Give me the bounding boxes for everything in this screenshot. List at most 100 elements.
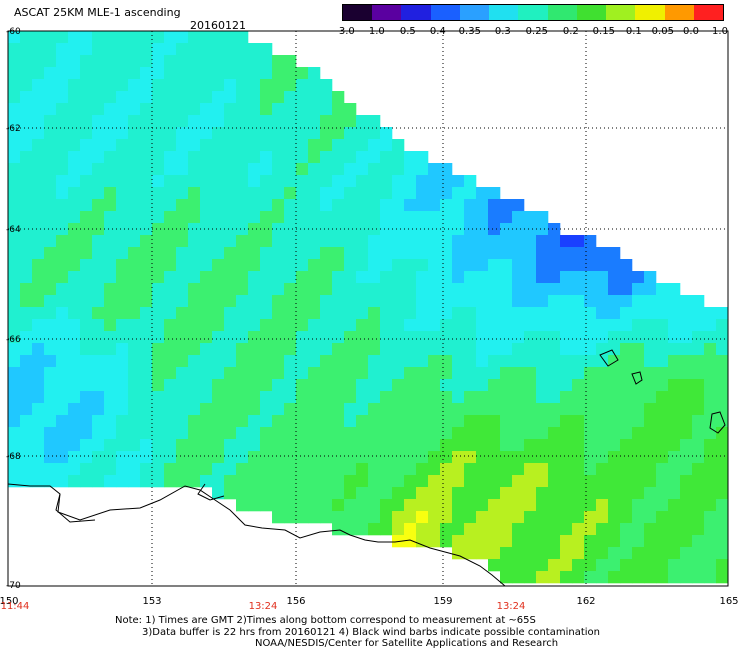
data-cell — [176, 187, 189, 200]
data-cell — [176, 379, 189, 392]
data-cell — [32, 271, 45, 284]
data-cell — [560, 391, 573, 404]
data-cell — [284, 259, 297, 272]
data-cell — [596, 499, 609, 512]
data-cell — [176, 439, 189, 452]
data-cell — [416, 379, 429, 392]
data-cell — [20, 403, 33, 416]
lat-label-60: -60 — [6, 27, 21, 37]
data-cell — [680, 415, 693, 428]
data-cell — [128, 295, 141, 308]
data-cell — [188, 115, 201, 128]
data-cell — [200, 259, 213, 272]
data-cell — [344, 499, 357, 512]
data-cell — [704, 331, 717, 344]
data-cell — [680, 523, 693, 536]
data-cell — [476, 319, 489, 332]
data-cell — [80, 295, 93, 308]
data-cell — [704, 451, 717, 464]
data-cell — [236, 259, 249, 272]
data-cell — [260, 43, 273, 56]
data-cell — [440, 523, 453, 536]
data-cell — [428, 439, 441, 452]
data-cell — [692, 559, 705, 572]
data-cell — [80, 127, 93, 140]
data-cell — [116, 403, 129, 416]
data-cell — [296, 103, 309, 116]
data-cell — [92, 67, 105, 80]
data-cell — [392, 151, 405, 164]
data-cell — [596, 319, 609, 332]
data-cell — [236, 211, 249, 224]
data-cell — [440, 283, 453, 296]
data-cell — [44, 199, 57, 212]
data-cell — [92, 451, 105, 464]
data-cell — [308, 295, 321, 308]
data-cell — [440, 367, 453, 380]
data-cell — [152, 283, 165, 296]
data-cell — [536, 463, 549, 476]
data-cell — [248, 67, 261, 80]
data-cell — [32, 415, 45, 428]
data-cell — [488, 187, 501, 200]
data-cell — [200, 343, 213, 356]
data-cell — [284, 403, 297, 416]
data-cell — [44, 439, 57, 452]
data-cell — [104, 391, 117, 404]
data-cell — [368, 235, 381, 248]
data-cell — [272, 235, 285, 248]
data-cell — [620, 463, 633, 476]
data-cell — [92, 403, 105, 416]
data-cell — [644, 307, 657, 320]
data-cell — [620, 271, 633, 284]
data-cell — [212, 127, 225, 140]
data-cell — [200, 379, 213, 392]
data-cell — [608, 367, 621, 380]
data-cell — [704, 475, 717, 488]
data-cell — [8, 103, 21, 116]
data-cell — [692, 403, 705, 416]
data-cell — [404, 427, 417, 440]
data-cell — [464, 451, 477, 464]
data-cell — [296, 343, 309, 356]
data-cell — [212, 115, 225, 128]
data-cell — [236, 175, 249, 188]
data-cell — [344, 331, 357, 344]
data-cell — [452, 247, 465, 260]
data-cell — [392, 175, 405, 188]
data-cell — [488, 403, 501, 416]
data-cell — [92, 235, 105, 248]
data-cell — [548, 427, 561, 440]
data-cell — [368, 367, 381, 380]
data-cell — [296, 487, 309, 500]
data-cell — [200, 331, 213, 344]
data-cell — [524, 259, 537, 272]
data-cell — [524, 403, 537, 416]
data-cell — [164, 67, 177, 80]
data-cell — [212, 355, 225, 368]
data-cell — [68, 43, 81, 56]
data-cell — [56, 343, 69, 356]
data-cell — [92, 415, 105, 428]
data-cell — [260, 103, 273, 116]
data-cell — [356, 427, 369, 440]
data-cell — [236, 475, 249, 488]
data-cell — [140, 151, 153, 164]
data-cell — [104, 31, 117, 44]
data-cell — [380, 319, 393, 332]
data-cell — [104, 463, 117, 476]
data-cell — [608, 559, 621, 572]
coastline-segment — [631, 371, 643, 385]
data-cell — [356, 283, 369, 296]
data-cell — [536, 319, 549, 332]
data-cell — [176, 403, 189, 416]
data-cell — [392, 439, 405, 452]
data-cell — [20, 475, 33, 488]
data-field — [8, 31, 729, 584]
data-cell — [704, 511, 717, 524]
data-cell — [368, 115, 381, 128]
data-cell — [428, 175, 441, 188]
data-cell — [80, 463, 93, 476]
data-cell — [116, 163, 129, 176]
data-cell — [20, 79, 33, 92]
